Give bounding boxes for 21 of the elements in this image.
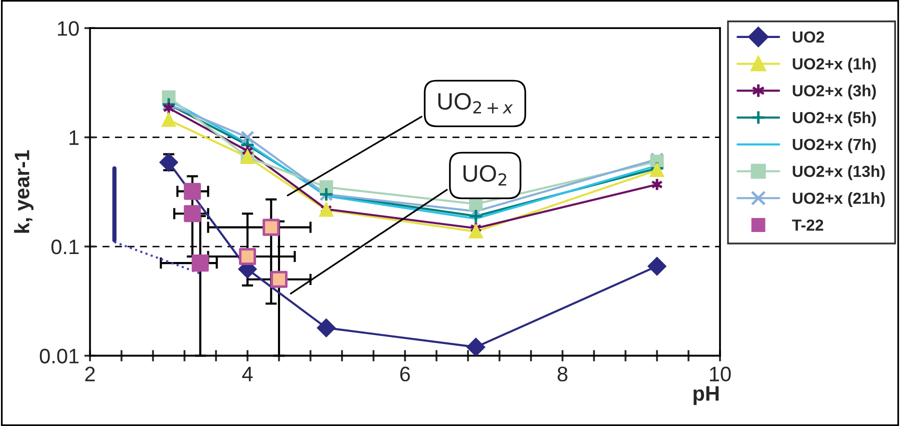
annotation: UO$_{2+x}$ <box>438 93 513 114</box>
y-tick-label: 10 <box>58 21 79 36</box>
legend-label: UO2+x (7h) <box>792 138 876 154</box>
legend-label: UO2+x (21h) <box>792 192 885 208</box>
legend-label: UO2 <box>792 31 824 43</box>
y-tick-label: 1 <box>70 130 79 145</box>
x-axis-title: pH <box>694 386 719 405</box>
legend-label: UO2+x (5h) <box>792 112 876 126</box>
legend-label: T-22 <box>792 219 824 231</box>
y-tick-label: 0.01 <box>40 348 79 364</box>
annotation: UO$_{2}$ <box>464 165 506 186</box>
x-tick-label: 10 <box>710 366 731 382</box>
x-tick-label: 2 <box>85 366 95 382</box>
x-tick-label: 6 <box>400 366 410 382</box>
y-axis-title: k, year-1 <box>14 150 34 233</box>
legend-label: UO2+x (3h) <box>792 84 876 100</box>
y-tick-label: 0.1 <box>51 240 79 254</box>
x-tick-label: 4 <box>242 366 253 382</box>
legend-label: UO2+x (13h) <box>792 165 885 180</box>
x-tick-label: 8 <box>558 366 568 382</box>
legend-label: UO2+x (1h) <box>792 58 876 73</box>
